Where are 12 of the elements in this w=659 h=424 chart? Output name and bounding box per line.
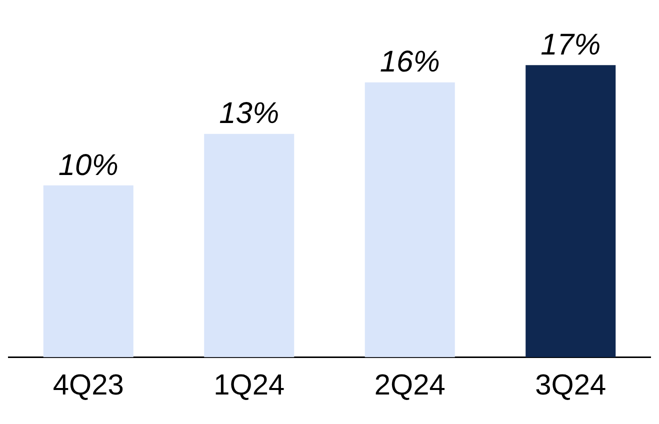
bar xyxy=(526,65,616,358)
data-label: 13% xyxy=(219,97,280,130)
bar xyxy=(364,82,455,358)
data-label: 17% xyxy=(540,28,601,62)
bar xyxy=(43,185,134,358)
data-label: 10% xyxy=(58,148,118,182)
x-tick-label: 2Q24 xyxy=(374,370,446,402)
x-tick-label: 3Q24 xyxy=(535,370,606,402)
bar xyxy=(204,134,294,358)
x-tick-label: 4Q23 xyxy=(52,370,124,402)
x-tick-label: 1Q24 xyxy=(214,370,285,402)
data-label: 16% xyxy=(380,46,440,79)
